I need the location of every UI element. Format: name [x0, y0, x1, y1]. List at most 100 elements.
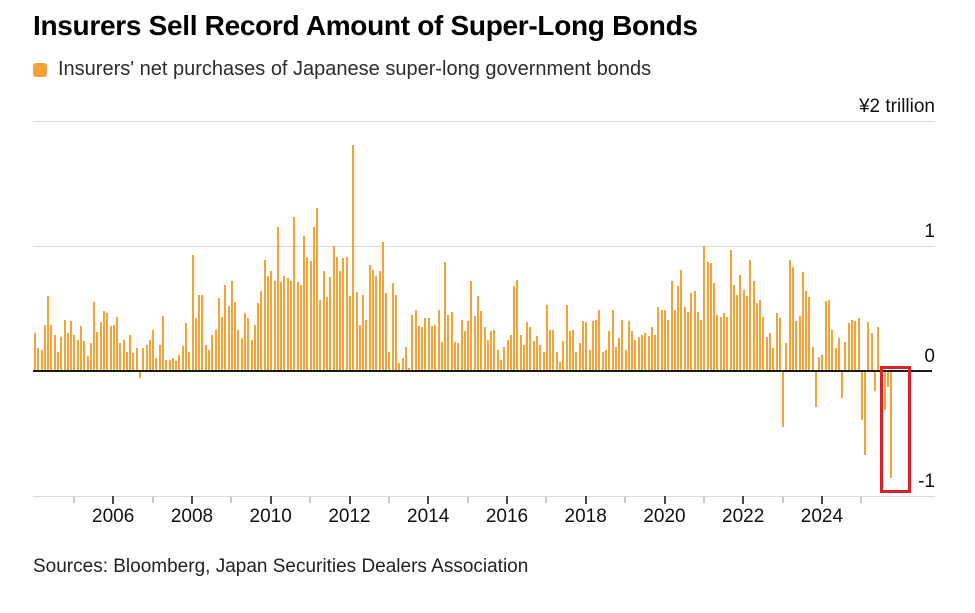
bar-2019-07 [644, 333, 647, 371]
bar-2018-12 [621, 320, 624, 371]
bar-2018-01 [585, 322, 588, 371]
bar-2023-02 [785, 343, 788, 371]
bar-2019-09 [650, 327, 653, 371]
bar-2015-03 [473, 316, 476, 371]
x-minor-tick-2013 [387, 496, 390, 503]
bar-2011-05 [322, 271, 325, 371]
bar-2013-05 [401, 358, 404, 371]
bar-2022-02 [746, 296, 748, 371]
x-tick-2010 [269, 496, 272, 504]
bar-2013-08 [411, 315, 414, 371]
bar-2007-12 [188, 352, 191, 371]
bar-2012-12 [385, 293, 388, 371]
bar-2010-07 [289, 281, 292, 371]
bar-2012-05 [362, 295, 365, 371]
x-tick-label-2012: 2012 [328, 506, 371, 527]
bar-2020-12 [700, 320, 702, 371]
bar-2023-08 [805, 291, 807, 371]
bar-2019-01 [624, 350, 627, 371]
bar-2014-12 [463, 331, 466, 371]
bar-2008-04 [201, 295, 204, 371]
bar-2011-02 [312, 227, 315, 371]
bar-2017-12 [581, 321, 584, 371]
bar-2012-10 [378, 271, 381, 371]
bar-2008-09 [217, 298, 220, 371]
x-minor-tick-2007 [151, 496, 154, 503]
bar-2016-04 [516, 280, 519, 371]
bar-2015-12 [503, 347, 506, 371]
bar-2012-06 [365, 320, 368, 371]
bar-2008-12 [227, 306, 230, 371]
bar-2013-04 [398, 363, 401, 371]
bar-2004-02 [37, 348, 40, 371]
bar-2024-04 [831, 330, 834, 371]
bar-2021-01 [703, 246, 706, 371]
bar-2013-06 [404, 347, 407, 371]
bar-2019-04 [634, 340, 637, 371]
bar-2010-11 [303, 236, 305, 371]
bar-2011-08 [332, 246, 335, 371]
legend-swatch-icon [33, 62, 47, 77]
bar-2024-02 [824, 301, 827, 371]
bar-2021-06 [719, 317, 722, 371]
bar-2020-01 [664, 310, 666, 371]
bar-2014-02 [431, 326, 433, 371]
bar-2010-06 [286, 278, 289, 371]
bar-2025-01 [860, 372, 863, 420]
bar-2004-09 [60, 337, 63, 371]
bar-2007-04 [162, 316, 164, 371]
bar-2006-12 [148, 340, 151, 371]
bar-2021-02 [706, 262, 709, 371]
x-tick-2018 [584, 496, 587, 504]
y-axis-label-0: 0 [924, 346, 935, 367]
bar-2014-01 [427, 318, 430, 371]
bar-2007-05 [165, 360, 168, 371]
bar-2006-06 [129, 335, 132, 371]
x-minor-tick-2005 [72, 496, 75, 503]
bar-2024-10 [851, 320, 853, 371]
x-tick-2022 [742, 496, 745, 504]
bar-2017-01 [545, 305, 548, 371]
legend: Insurers' net purchases of Japanese supe… [33, 58, 651, 81]
bar-2004-10 [63, 320, 66, 371]
bar-2025-03 [867, 322, 870, 371]
x-tick-2008 [191, 496, 193, 504]
bar-2004-01 [34, 333, 36, 371]
bar-2015-09 [493, 330, 496, 371]
bar-2015-04 [476, 296, 479, 371]
bar-2005-05 [86, 356, 89, 371]
x-tick-label-2006: 2006 [92, 506, 135, 527]
bar-2016-12 [542, 352, 545, 371]
bar-2009-09 [257, 303, 260, 371]
x-tick-2024 [820, 496, 823, 504]
bar-2010-04 [280, 282, 283, 371]
bar-2008-06 [207, 350, 210, 371]
bar-2010-08 [293, 217, 296, 371]
bar-2008-10 [221, 317, 223, 371]
bar-2022-08 [765, 337, 768, 371]
bar-2014-09 [454, 342, 456, 371]
bar-2014-04 [437, 310, 440, 371]
bar-2015-06 [483, 327, 486, 371]
gridline-1 [33, 246, 935, 247]
bar-2012-08 [371, 270, 374, 371]
bar-2015-05 [480, 311, 483, 371]
bar-2023-10 [811, 347, 814, 371]
bar-2024-07 [841, 372, 844, 398]
bar-2013-09 [414, 310, 417, 371]
bar-2010-02 [273, 281, 276, 371]
bar-2008-08 [214, 330, 217, 371]
x-tick-2020 [663, 496, 666, 504]
source-note: Sources: Bloomberg, Japan Securities Dea… [33, 556, 529, 577]
bar-2023-01 [782, 372, 785, 427]
x-minor-tick-2011 [309, 496, 312, 503]
bar-2016-03 [513, 286, 515, 371]
bar-2006-07 [132, 353, 135, 371]
zero-axis-line [33, 370, 932, 372]
bar-2020-02 [667, 320, 670, 371]
bar-2006-04 [122, 340, 125, 371]
bar-2006-10 [142, 348, 145, 371]
bar-2017-11 [578, 343, 581, 371]
bar-2020-08 [686, 312, 689, 371]
x-axis: 2006 2008 2010 2012 2014 2016 2018 2020 2022 2024 [33, 496, 935, 536]
